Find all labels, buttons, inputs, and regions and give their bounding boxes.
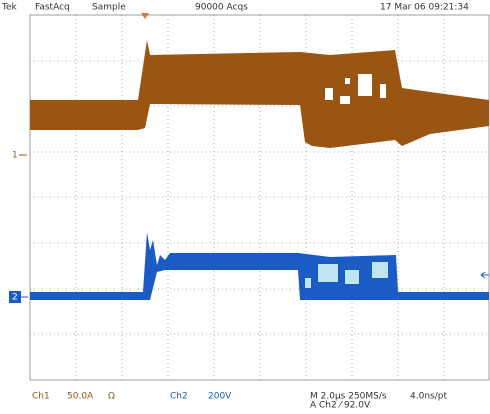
grid-line — [372, 262, 388, 278]
acquisition: Sample — [92, 3, 126, 13]
timestamp: 17 Mar 06 09:21:34 — [380, 3, 469, 13]
grid-line — [340, 96, 350, 104]
ch2-marker: 2 — [12, 293, 18, 303]
grid-line — [345, 270, 359, 284]
scope-screen: Tek FastAcq Sample 90000 Acqs 17 Mar 06 … — [0, 0, 490, 410]
ch2-label: Ch2 — [170, 392, 188, 402]
grid-line — [358, 74, 372, 96]
grid-line — [380, 84, 386, 98]
resolution: 4.0ns/pt — [410, 392, 447, 402]
grid-line — [325, 88, 333, 100]
trigger-setting: A Ch2 ⁄ 92.0V — [310, 401, 371, 411]
ch1-marker: 1 — [12, 151, 18, 161]
acq-count: 90000 Acqs — [195, 3, 248, 13]
ch1-scale: 50.0A — [67, 392, 94, 402]
mode: FastAcq — [35, 3, 70, 13]
grid-line — [305, 278, 311, 288]
ch2-scale: 200V — [208, 392, 232, 402]
ch1-coupling: Ω — [108, 392, 115, 402]
grid-line — [318, 264, 338, 282]
brand: Tek — [1, 3, 18, 13]
grid-line — [345, 78, 350, 84]
ch1-label: Ch1 — [32, 392, 50, 402]
